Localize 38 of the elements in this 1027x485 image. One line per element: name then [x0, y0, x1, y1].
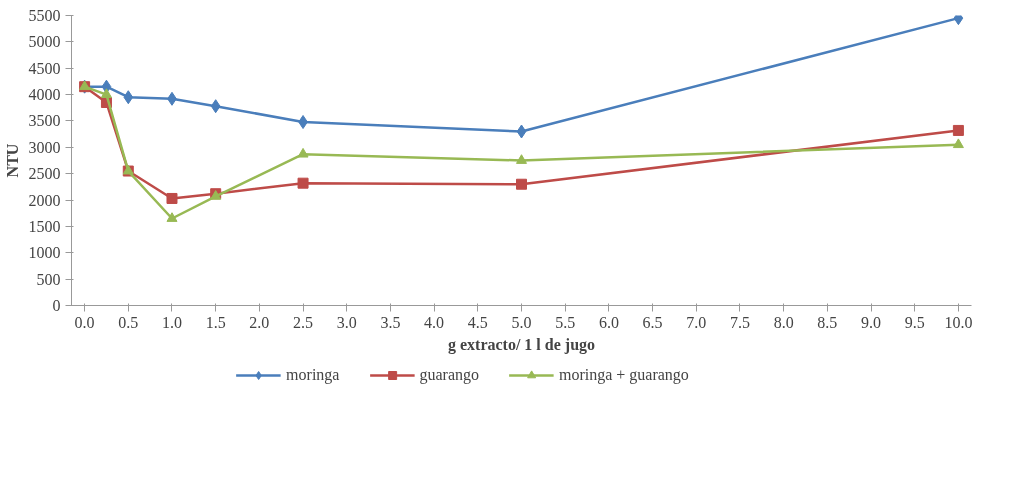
x-tick-label: 9.5 [904, 313, 925, 331]
x-tick-label: 10.0 [944, 313, 973, 331]
y-tick-label: 4500 [28, 59, 61, 77]
y-tick-label: 0 [52, 297, 61, 314]
x-axis-title: g extracto/ 1 l de jugo [447, 335, 596, 354]
y-tick-label: 1000 [28, 244, 61, 262]
y-tick-label: 2000 [28, 191, 61, 209]
x-tick-label: 0.0 [74, 313, 95, 331]
x-tick-label: 7.0 [686, 313, 707, 331]
y-tick-label: 3000 [28, 138, 61, 156]
x-tick-label: 0.5 [118, 313, 139, 331]
y-tick-label: 1500 [28, 217, 61, 235]
x-tick-label: 3.5 [380, 313, 401, 331]
x-tick-label: 2.5 [293, 313, 314, 331]
legend-label: guarango [419, 366, 479, 384]
x-tick-label: 6.5 [642, 313, 663, 331]
y-tick-label: 5500 [28, 7, 61, 24]
x-tick-label: 4.0 [424, 313, 445, 331]
x-tick-label: 7.5 [729, 313, 750, 331]
x-tick-label: 5.0 [511, 313, 532, 331]
legend-label: moringa [286, 366, 340, 384]
y-axis-title: NTU [3, 143, 21, 178]
y-tick-label: 2500 [28, 165, 61, 183]
x-tick-label: 5.5 [555, 313, 576, 331]
y-tick-label: 5000 [28, 33, 61, 51]
x-tick-label: 1.0 [161, 313, 182, 331]
x-tick-label: 8.0 [773, 313, 794, 331]
x-tick-label: 9.0 [861, 313, 882, 331]
x-tick-label: 8.5 [817, 313, 838, 331]
x-tick-label: 3.0 [336, 313, 357, 331]
x-tick-label: 1.5 [205, 313, 226, 331]
x-tick-label: 6.0 [598, 313, 619, 331]
legend-label: moringa + guarango [558, 366, 689, 384]
x-tick-label: 4.5 [467, 313, 488, 331]
y-tick-label: 3500 [28, 112, 61, 130]
y-tick-label: 500 [36, 270, 61, 288]
x-tick-label: 2.0 [249, 313, 270, 331]
y-tick-label: 4000 [28, 86, 61, 104]
